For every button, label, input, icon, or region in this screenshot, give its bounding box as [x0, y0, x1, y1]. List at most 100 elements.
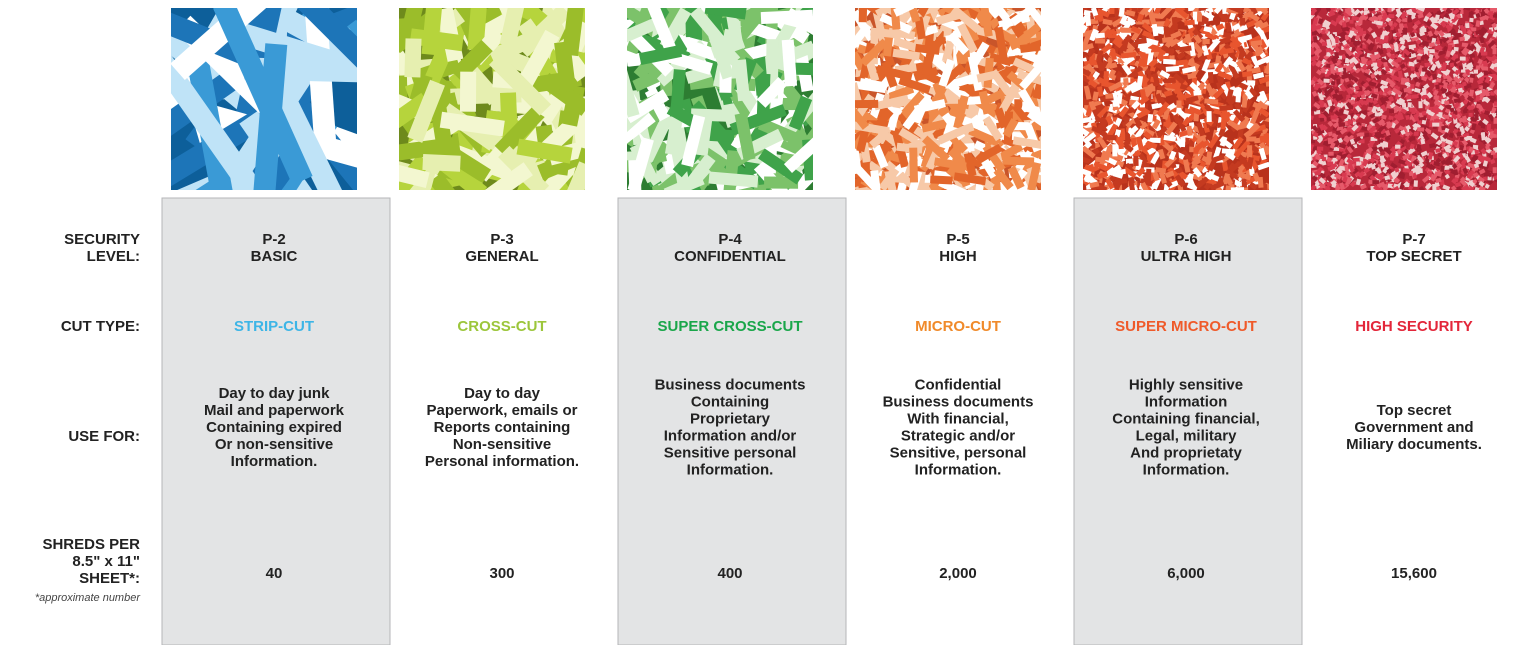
shred: [1482, 66, 1488, 70]
use-for-line: Containing financial,: [1112, 410, 1260, 427]
shred: [1403, 28, 1407, 35]
shred: [1320, 117, 1325, 121]
use-for-line: Day to day junk: [219, 385, 331, 402]
row-label: LEVEL:: [87, 248, 140, 265]
shred: [1356, 93, 1361, 97]
shred: [1328, 152, 1333, 156]
shred: [1494, 102, 1499, 106]
shred: [1320, 184, 1325, 188]
shred: [1258, 177, 1264, 188]
use-for-line: Highly sensitive: [1129, 376, 1243, 393]
shred: [1416, 55, 1421, 60]
use-for-line: Miliary documents.: [1346, 436, 1482, 453]
shred: [1347, 120, 1353, 125]
shred-image: [1076, 1, 1274, 195]
shred: [1380, 142, 1384, 146]
shred: [1353, 158, 1359, 162]
cut-type: CROSS-CUT: [457, 318, 546, 335]
use-for-line: Sensitive personal: [664, 444, 797, 461]
shred: [1459, 65, 1463, 69]
security-level: P-5: [946, 231, 969, 248]
cut-type: HIGH SECURITY: [1355, 318, 1473, 335]
shred: [1460, 57, 1466, 61]
shred: [1146, 169, 1152, 182]
shred: [1422, 88, 1427, 95]
use-for-line: Day to day: [464, 385, 541, 402]
shred: [1422, 67, 1427, 71]
shred: [1247, 145, 1252, 158]
use-for-line: Reports containing: [434, 419, 571, 436]
shred: [1085, 15, 1091, 26]
use-for-line: Confidential: [915, 376, 1002, 393]
shreds-count: 6,000: [1167, 565, 1205, 582]
shred: [1411, 110, 1415, 114]
shred: [1481, 132, 1486, 138]
shred: [1326, 52, 1330, 56]
shred: [1372, 180, 1379, 184]
shred: [1342, 173, 1347, 177]
security-name: BASIC: [251, 248, 298, 265]
row-label: SHEET*:: [79, 570, 140, 587]
shred: [1464, 122, 1469, 126]
shreds-count: 40: [266, 565, 283, 582]
use-for-line: Or non-sensitive: [215, 436, 333, 453]
use-for-line: Proprietary: [690, 410, 771, 427]
shred: [1109, 5, 1114, 14]
shred: [1184, 20, 1195, 26]
shred: [1487, 172, 1492, 177]
shred: [1202, 39, 1209, 44]
use-for-line: Information: [1145, 393, 1228, 410]
use-for-line: Information and/or: [664, 427, 797, 444]
shred: [1432, 184, 1436, 191]
shreds-count: 300: [489, 565, 514, 582]
shred: [1435, 15, 1440, 20]
shred: [1368, 103, 1372, 107]
shred: [1367, 13, 1372, 18]
shred: [930, 175, 953, 184]
footnote: *approximate number: [35, 592, 142, 604]
shred: [1410, 84, 1414, 89]
shred: [1412, 94, 1419, 99]
cut-type: SUPER MICRO-CUT: [1115, 318, 1257, 335]
shred: [1163, 78, 1175, 84]
shred: [1445, 115, 1450, 119]
shreds-count: 2,000: [939, 565, 977, 582]
shred: [1493, 118, 1497, 124]
cut-type: STRIP-CUT: [234, 318, 314, 335]
shred: [1460, 137, 1464, 141]
row-label: SHREDS PER: [42, 536, 140, 553]
security-name: HIGH: [939, 248, 977, 265]
shred: [1176, 100, 1181, 107]
shred: [1147, 114, 1153, 123]
shred: [1337, 15, 1343, 20]
shred: [1138, 58, 1144, 66]
shred: [1146, 86, 1155, 92]
shred: [1440, 166, 1445, 172]
shred: [1207, 111, 1212, 122]
row-label: CUT TYPE:: [61, 318, 140, 335]
shred: [1435, 148, 1440, 153]
shred: [1414, 132, 1419, 136]
shred: [1327, 161, 1333, 166]
security-name: GENERAL: [465, 248, 538, 265]
shred: [1414, 180, 1418, 187]
shred: [1313, 36, 1318, 43]
security-name: CONFIDENTIAL: [674, 248, 786, 265]
shred: [1404, 88, 1409, 93]
shred: [1453, 40, 1459, 45]
shred: [1419, 168, 1423, 173]
shred: [1123, 78, 1129, 86]
shred: [1231, 187, 1244, 192]
shred: [1446, 33, 1451, 37]
shred: [1163, 59, 1176, 65]
shred: [1383, 43, 1387, 48]
shred: [1342, 22, 1347, 28]
shred: [1408, 102, 1412, 107]
shred: [1387, 7, 1391, 12]
shred: [1386, 48, 1391, 53]
shred: [1469, 113, 1473, 117]
use-for-line: Top secret: [1377, 402, 1452, 419]
shred: [1235, 91, 1241, 102]
shred: [844, 100, 878, 108]
shred: [1356, 35, 1360, 40]
